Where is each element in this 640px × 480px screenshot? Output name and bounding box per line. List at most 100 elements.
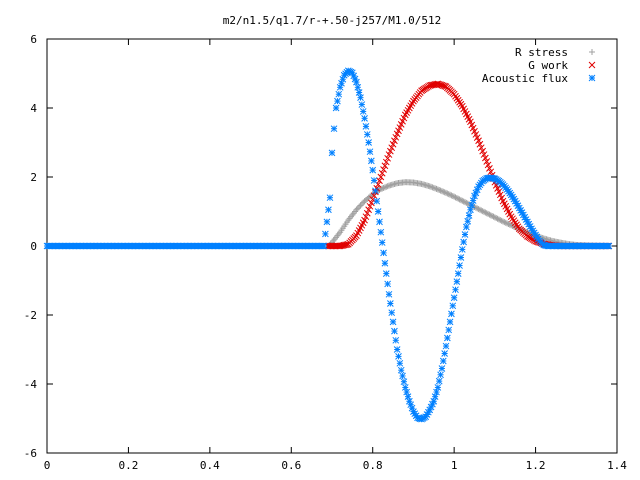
data-point	[483, 158, 491, 165]
x-tick-label: 1.4	[607, 459, 627, 472]
y-tick-label: 2	[30, 171, 37, 184]
data-point	[460, 238, 467, 246]
data-point	[387, 147, 394, 155]
data-point	[500, 218, 506, 225]
data-point	[325, 206, 332, 214]
data-point	[454, 270, 462, 277]
y-tick-label: -2	[24, 309, 37, 322]
data-point	[475, 137, 482, 145]
data-point	[380, 184, 387, 191]
data-point	[506, 221, 513, 228]
data-point	[469, 197, 477, 204]
data-point	[445, 191, 452, 198]
data-point	[353, 206, 360, 213]
data-point	[427, 81, 435, 89]
data-point	[433, 388, 440, 396]
data-point	[451, 193, 458, 200]
data-point	[463, 223, 470, 231]
data-point	[356, 203, 363, 210]
data-point	[487, 168, 495, 176]
series-layer	[43, 67, 613, 423]
series-g-work	[324, 80, 613, 250]
data-point	[354, 205, 361, 212]
data-point	[430, 397, 438, 405]
data-point	[487, 212, 494, 219]
data-point	[465, 212, 473, 219]
data-point	[323, 218, 331, 226]
data-point	[444, 190, 451, 197]
data-point	[370, 192, 378, 200]
data-point	[482, 154, 489, 162]
data-point	[442, 342, 450, 350]
data-point	[438, 188, 445, 195]
data-point	[459, 197, 466, 204]
data-point	[455, 195, 462, 202]
data-point	[404, 393, 412, 401]
data-point	[429, 81, 436, 89]
legend-label: R stress	[515, 46, 568, 59]
data-point	[485, 210, 492, 217]
data-point	[445, 326, 453, 334]
data-point	[380, 249, 387, 257]
data-point	[363, 131, 371, 138]
x-tick-label: 1.2	[526, 459, 546, 472]
data-point	[450, 294, 458, 302]
data-point	[428, 183, 435, 190]
data-point	[501, 219, 508, 226]
chart-title: m2/n1.5/q1.7/r-+.50-j257/M1.0/512	[223, 14, 442, 27]
data-point	[393, 346, 401, 353]
data-point	[495, 216, 502, 223]
data-point	[353, 78, 360, 86]
data-point	[453, 278, 461, 286]
data-point	[432, 185, 439, 192]
data-point	[372, 187, 379, 195]
data-point	[605, 242, 613, 250]
data-point	[430, 81, 438, 89]
data-point	[330, 125, 338, 133]
data-point	[497, 217, 504, 224]
data-point	[441, 350, 448, 357]
data-point	[479, 208, 486, 215]
data-point	[467, 206, 474, 214]
data-point	[476, 206, 483, 213]
data-point	[370, 177, 378, 184]
x-tick-label: 0	[44, 459, 51, 472]
data-point	[456, 196, 463, 203]
data-point	[377, 173, 385, 181]
data-point	[426, 82, 434, 89]
data-point	[464, 217, 472, 225]
data-point	[320, 242, 328, 250]
data-point	[441, 189, 448, 196]
legend-marker	[588, 74, 596, 82]
data-point	[396, 359, 404, 367]
data-point	[391, 137, 398, 145]
data-point	[328, 149, 336, 157]
data-point	[389, 318, 397, 326]
data-point	[477, 144, 485, 152]
data-point	[365, 139, 372, 146]
data-point	[431, 393, 439, 401]
data-point	[391, 327, 398, 335]
data-point	[384, 183, 391, 190]
data-point	[449, 302, 457, 310]
data-point	[374, 208, 382, 215]
data-point	[481, 208, 487, 215]
data-point	[443, 189, 449, 196]
data-point	[476, 140, 484, 148]
data-point	[383, 183, 390, 190]
data-point	[458, 246, 466, 253]
legend-marker	[588, 61, 596, 69]
data-point	[359, 108, 367, 115]
data-point	[335, 90, 343, 98]
data-point	[392, 133, 400, 141]
data-point	[493, 215, 500, 222]
data-point	[453, 195, 460, 202]
data-point	[434, 186, 441, 193]
data-point	[435, 377, 443, 385]
data-point	[502, 219, 509, 226]
data-point	[400, 378, 408, 386]
data-point	[357, 202, 364, 209]
data-point	[474, 205, 481, 212]
data-point	[376, 218, 383, 226]
